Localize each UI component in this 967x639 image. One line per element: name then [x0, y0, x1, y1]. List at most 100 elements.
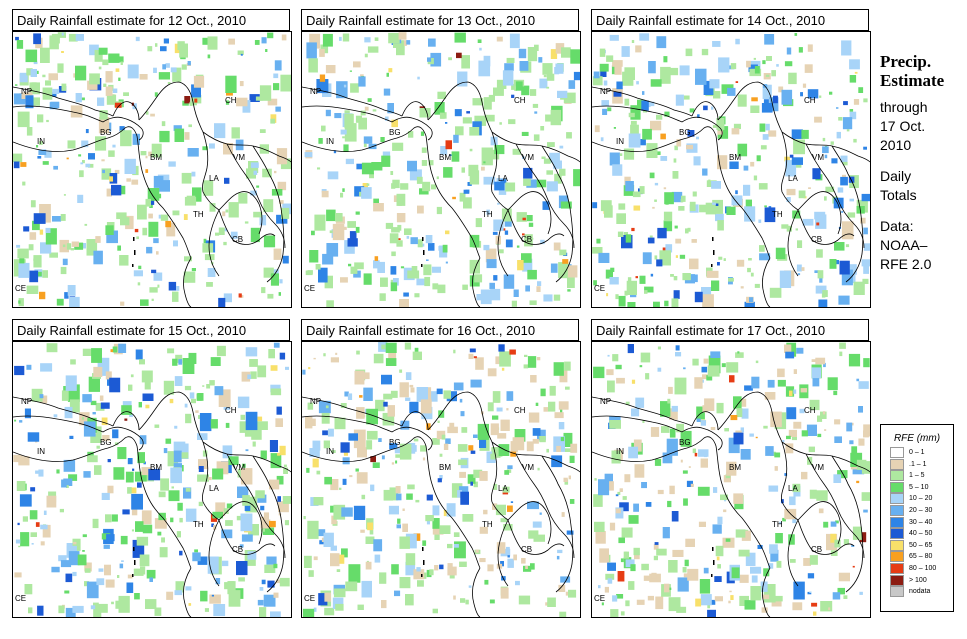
rain-cell	[23, 226, 30, 232]
rain-cell	[561, 47, 571, 58]
rain-cell	[665, 201, 669, 205]
rain-cell	[109, 176, 113, 182]
rain-cell	[42, 270, 48, 278]
rain-cell	[551, 455, 563, 468]
rain-cell	[741, 530, 751, 541]
rain-cell	[721, 363, 726, 368]
rain-cell	[477, 39, 482, 43]
rain-cell	[443, 443, 449, 450]
rain-cell	[129, 414, 133, 417]
rain-cell	[381, 600, 387, 609]
rain-cell	[663, 220, 673, 232]
rain-cell	[32, 220, 40, 231]
rain-cell	[456, 52, 462, 59]
rain-cell	[858, 87, 864, 93]
rain-cell	[236, 561, 248, 576]
rain-cell	[424, 276, 431, 287]
rain-cell	[782, 517, 786, 522]
rain-cell	[668, 560, 678, 573]
rain-cell	[457, 490, 462, 498]
rain-cell	[610, 609, 619, 617]
rain-cell	[228, 456, 239, 465]
rain-cell	[198, 466, 204, 472]
rain-cell	[654, 542, 659, 545]
rain-cell	[516, 245, 520, 248]
rain-cell	[63, 478, 73, 486]
label-la: LA	[788, 484, 798, 493]
rain-cell	[530, 237, 534, 240]
rain-cell	[323, 440, 330, 449]
rain-cell	[339, 487, 342, 490]
rain-cell	[733, 493, 744, 504]
rain-cell	[159, 547, 168, 558]
rain-cell	[689, 201, 696, 211]
rain-cell	[391, 251, 396, 257]
rain-cell	[149, 577, 153, 582]
rain-cell	[410, 387, 415, 393]
rain-cell	[712, 202, 716, 205]
rain-cell	[627, 277, 632, 282]
rain-cell	[78, 154, 82, 157]
rain-cell	[609, 152, 620, 166]
rain-cell	[197, 433, 208, 440]
rain-cell	[843, 539, 849, 545]
rain-cell	[343, 84, 347, 88]
legend-label: 50 – 65	[909, 541, 933, 549]
rain-cell	[489, 282, 495, 289]
rain-cell	[631, 379, 636, 384]
islands	[711, 237, 715, 267]
rain-cell	[664, 583, 670, 593]
rain-cell	[515, 580, 520, 586]
rain-cell	[519, 61, 529, 71]
rain-cell	[712, 524, 722, 534]
rain-cell	[824, 196, 827, 201]
rain-cell	[412, 351, 422, 360]
rain-cell	[256, 421, 268, 430]
rain-cell	[764, 205, 767, 208]
rain-cell	[675, 94, 684, 106]
rain-cell	[500, 561, 504, 567]
rain-cell	[207, 556, 219, 574]
rain-cell	[570, 49, 580, 64]
rain-cell	[361, 494, 366, 500]
rain-cell	[348, 433, 358, 441]
rain-cell	[604, 205, 613, 218]
rain-cell	[112, 346, 118, 353]
rain-cell	[407, 442, 416, 454]
rain-cell	[779, 521, 782, 525]
rain-cell	[437, 478, 442, 483]
rain-cell	[748, 558, 755, 565]
rain-cell	[407, 484, 415, 490]
rain-cell	[817, 415, 823, 422]
legend-item: 40 – 50	[881, 528, 953, 540]
rain-cell	[813, 611, 817, 616]
rain-cell	[568, 589, 577, 598]
rain-cell	[614, 65, 622, 75]
rain-cell	[277, 452, 281, 456]
rain-cell	[131, 487, 137, 494]
rain-cell	[631, 40, 635, 43]
rain-cell	[158, 512, 166, 521]
rain-cell	[253, 170, 258, 175]
rain-cell	[483, 55, 491, 67]
rain-cell	[60, 214, 66, 221]
rain-cell	[421, 147, 427, 153]
rain-cell	[392, 179, 400, 189]
rain-cell	[559, 168, 566, 176]
rain-cell	[856, 378, 860, 382]
label-th: TH	[482, 520, 493, 529]
rain-cell	[454, 109, 462, 117]
rain-cell	[19, 494, 32, 507]
rain-cell	[473, 469, 483, 478]
rain-cell	[257, 365, 267, 378]
rain-cell	[135, 36, 140, 42]
rain-cell	[592, 247, 603, 254]
label-cb: CB	[232, 545, 244, 554]
rain-cell	[148, 221, 159, 237]
rain-cell	[61, 479, 67, 488]
rain-cell	[522, 258, 533, 272]
label-ch: CH	[514, 96, 526, 105]
rain-cell	[470, 481, 473, 486]
rain-cell	[492, 391, 501, 403]
rain-cell	[427, 57, 432, 62]
